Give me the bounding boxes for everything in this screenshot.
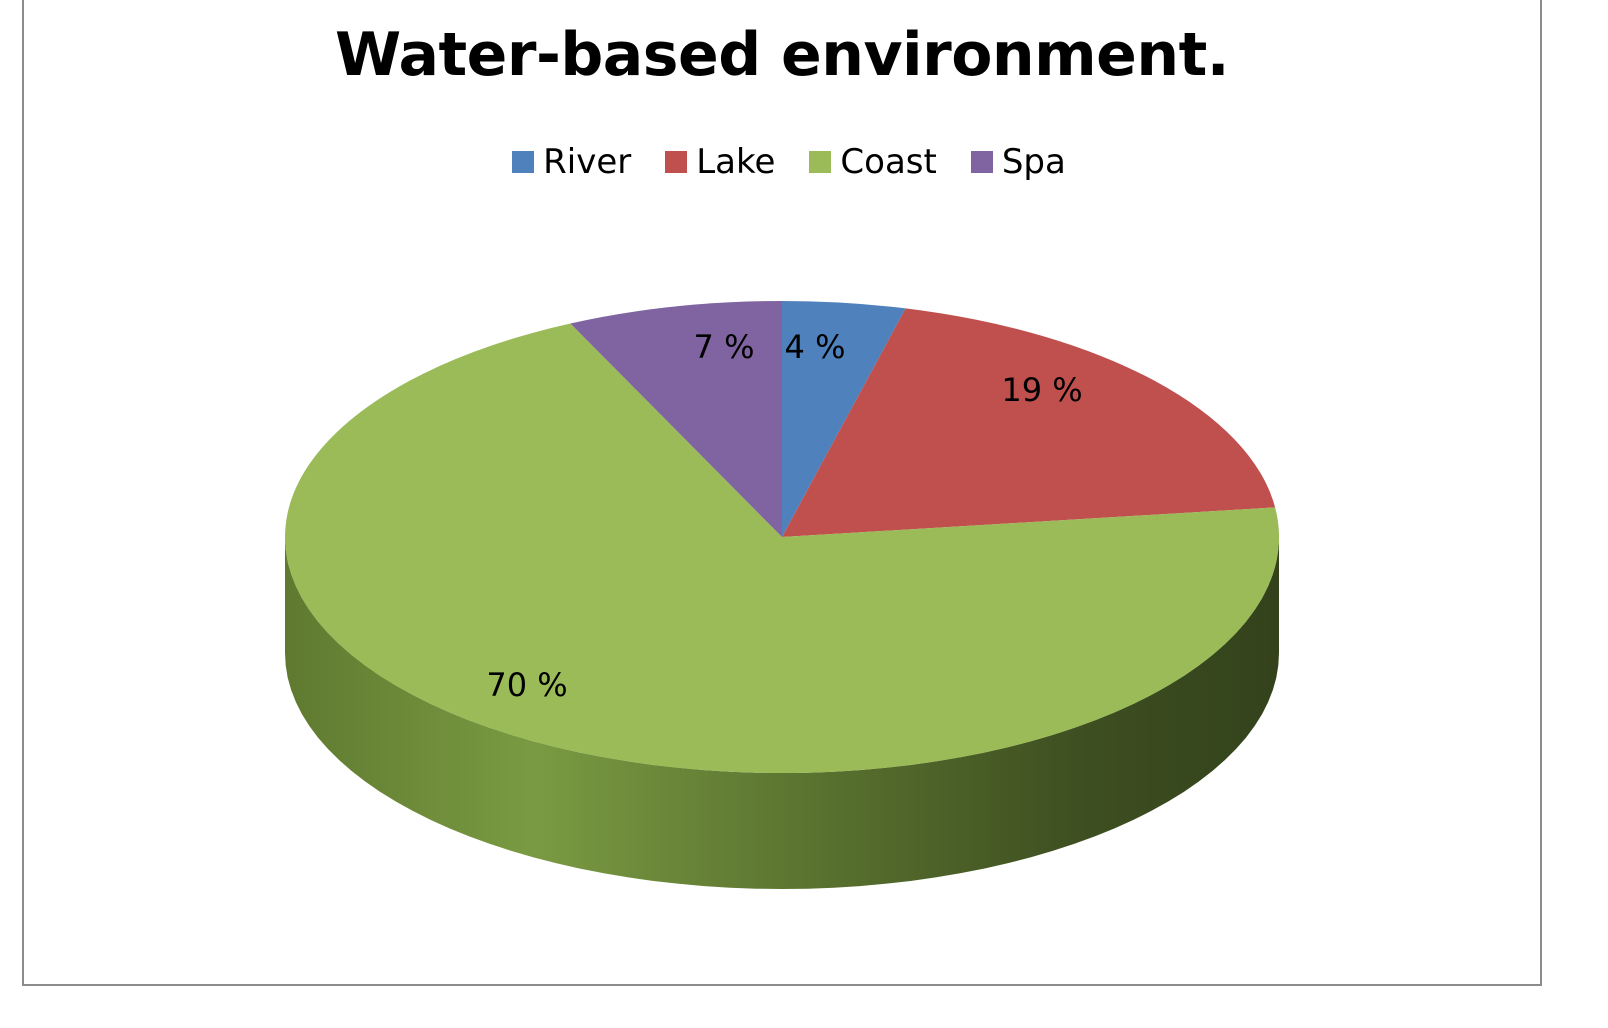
legend-label-spa: Spa xyxy=(1001,142,1066,182)
pie-side-coast xyxy=(285,537,1279,889)
pie-side-group xyxy=(285,537,1279,889)
pie-top-group xyxy=(285,301,1280,774)
slice-label-coast: 70 % xyxy=(486,666,567,704)
slice-label-spa: 7 % xyxy=(694,328,755,366)
pie-slice-spa xyxy=(570,301,782,537)
legend-swatch-river xyxy=(512,151,535,173)
legend-item-river: River xyxy=(512,142,631,182)
legend-label-coast: Coast xyxy=(840,142,937,182)
legend-item-spa: Spa xyxy=(970,142,1066,182)
legend-swatch-coast xyxy=(809,151,832,173)
pie-slice-river xyxy=(782,301,906,537)
chart-title: Water-based environment. xyxy=(334,20,1230,90)
slice-label-river: 4 % xyxy=(785,328,846,366)
pie-slice-lake xyxy=(782,308,1276,537)
pie-label-group: 4 % 19 % 70 % 7 % xyxy=(486,328,1082,704)
legend-item-coast: Coast xyxy=(809,142,937,182)
legend-label-lake: Lake xyxy=(696,142,776,182)
pie-slice-coast xyxy=(285,323,1280,774)
legend-label-river: River xyxy=(543,142,632,182)
legend-item-lake: Lake xyxy=(665,142,775,182)
legend-swatch-lake xyxy=(665,151,688,173)
chart-legend: River Lake Coast Spa xyxy=(0,142,1578,182)
slice-label-lake: 19 % xyxy=(1001,371,1082,409)
legend-swatch-spa xyxy=(970,151,993,173)
